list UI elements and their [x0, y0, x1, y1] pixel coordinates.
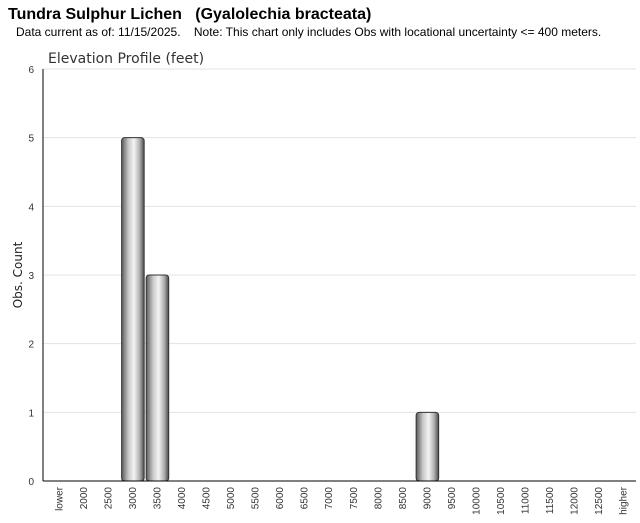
y-tick-labels: 0 1 2 3 4 5 6: [28, 65, 34, 488]
x-tick-label: 6000: [275, 487, 286, 510]
y-tick-label: 0: [28, 477, 34, 488]
x-tick-label: 8500: [398, 487, 409, 510]
x-tick-label: 8000: [373, 487, 384, 510]
x-tick-label: higher: [619, 486, 630, 514]
axes: [42, 69, 636, 482]
page-title: Tundra Sulphur Lichen (Gyalolechia bract…: [8, 6, 372, 23]
x-tick-label: 3500: [152, 487, 163, 510]
x-tick-label: 12500: [594, 487, 605, 515]
x-tick-label: 4000: [177, 487, 188, 510]
x-tick-label: 2000: [79, 487, 90, 510]
y-tick-label: 5: [28, 134, 34, 145]
y-axis-label: Obs. Count: [11, 241, 25, 308]
x-tick-label: 7000: [324, 487, 335, 510]
x-tick-label: 12000: [570, 487, 581, 515]
x-tick-labels: lower 2000 2500 3000 3500 4000 4500 5000 5500 600…: [54, 486, 629, 514]
bar-9000: [415, 411, 440, 482]
x-tick-label: 10500: [496, 487, 507, 515]
y-tick-label: 1: [28, 408, 34, 419]
x-tick-label: 2500: [103, 487, 114, 510]
x-tick-label: 10000: [471, 487, 482, 515]
x-tick-label: 6500: [300, 487, 311, 510]
page-subtitle: Data current as of: 11/15/2025. Note: Th…: [16, 25, 602, 39]
x-tick-label: 9500: [447, 487, 458, 510]
y-tick-label: 4: [28, 202, 34, 213]
page-header: Tundra Sulphur Lichen (Gyalolechia bract…: [8, 5, 601, 39]
x-tick-label: 4500: [202, 487, 213, 510]
x-tick-label: 3000: [128, 487, 139, 510]
x-tick-label: 7500: [349, 487, 360, 510]
x-tick-label: 5500: [251, 487, 262, 510]
y-tick-label: 2: [28, 340, 34, 351]
x-tick-label: 5000: [226, 487, 237, 510]
y-tick-label: 6: [28, 65, 34, 76]
chart-title: Elevation Profile (feet): [48, 51, 204, 67]
y-tick-label: 3: [28, 271, 34, 282]
bars: [121, 137, 440, 482]
x-tick-label: 11500: [545, 487, 556, 515]
bar-3500: [145, 274, 170, 482]
x-tick-label: 9000: [422, 487, 433, 510]
bar-3000: [121, 137, 145, 482]
x-tick-label: 11000: [521, 487, 532, 515]
x-tick-label: lower: [54, 486, 65, 511]
